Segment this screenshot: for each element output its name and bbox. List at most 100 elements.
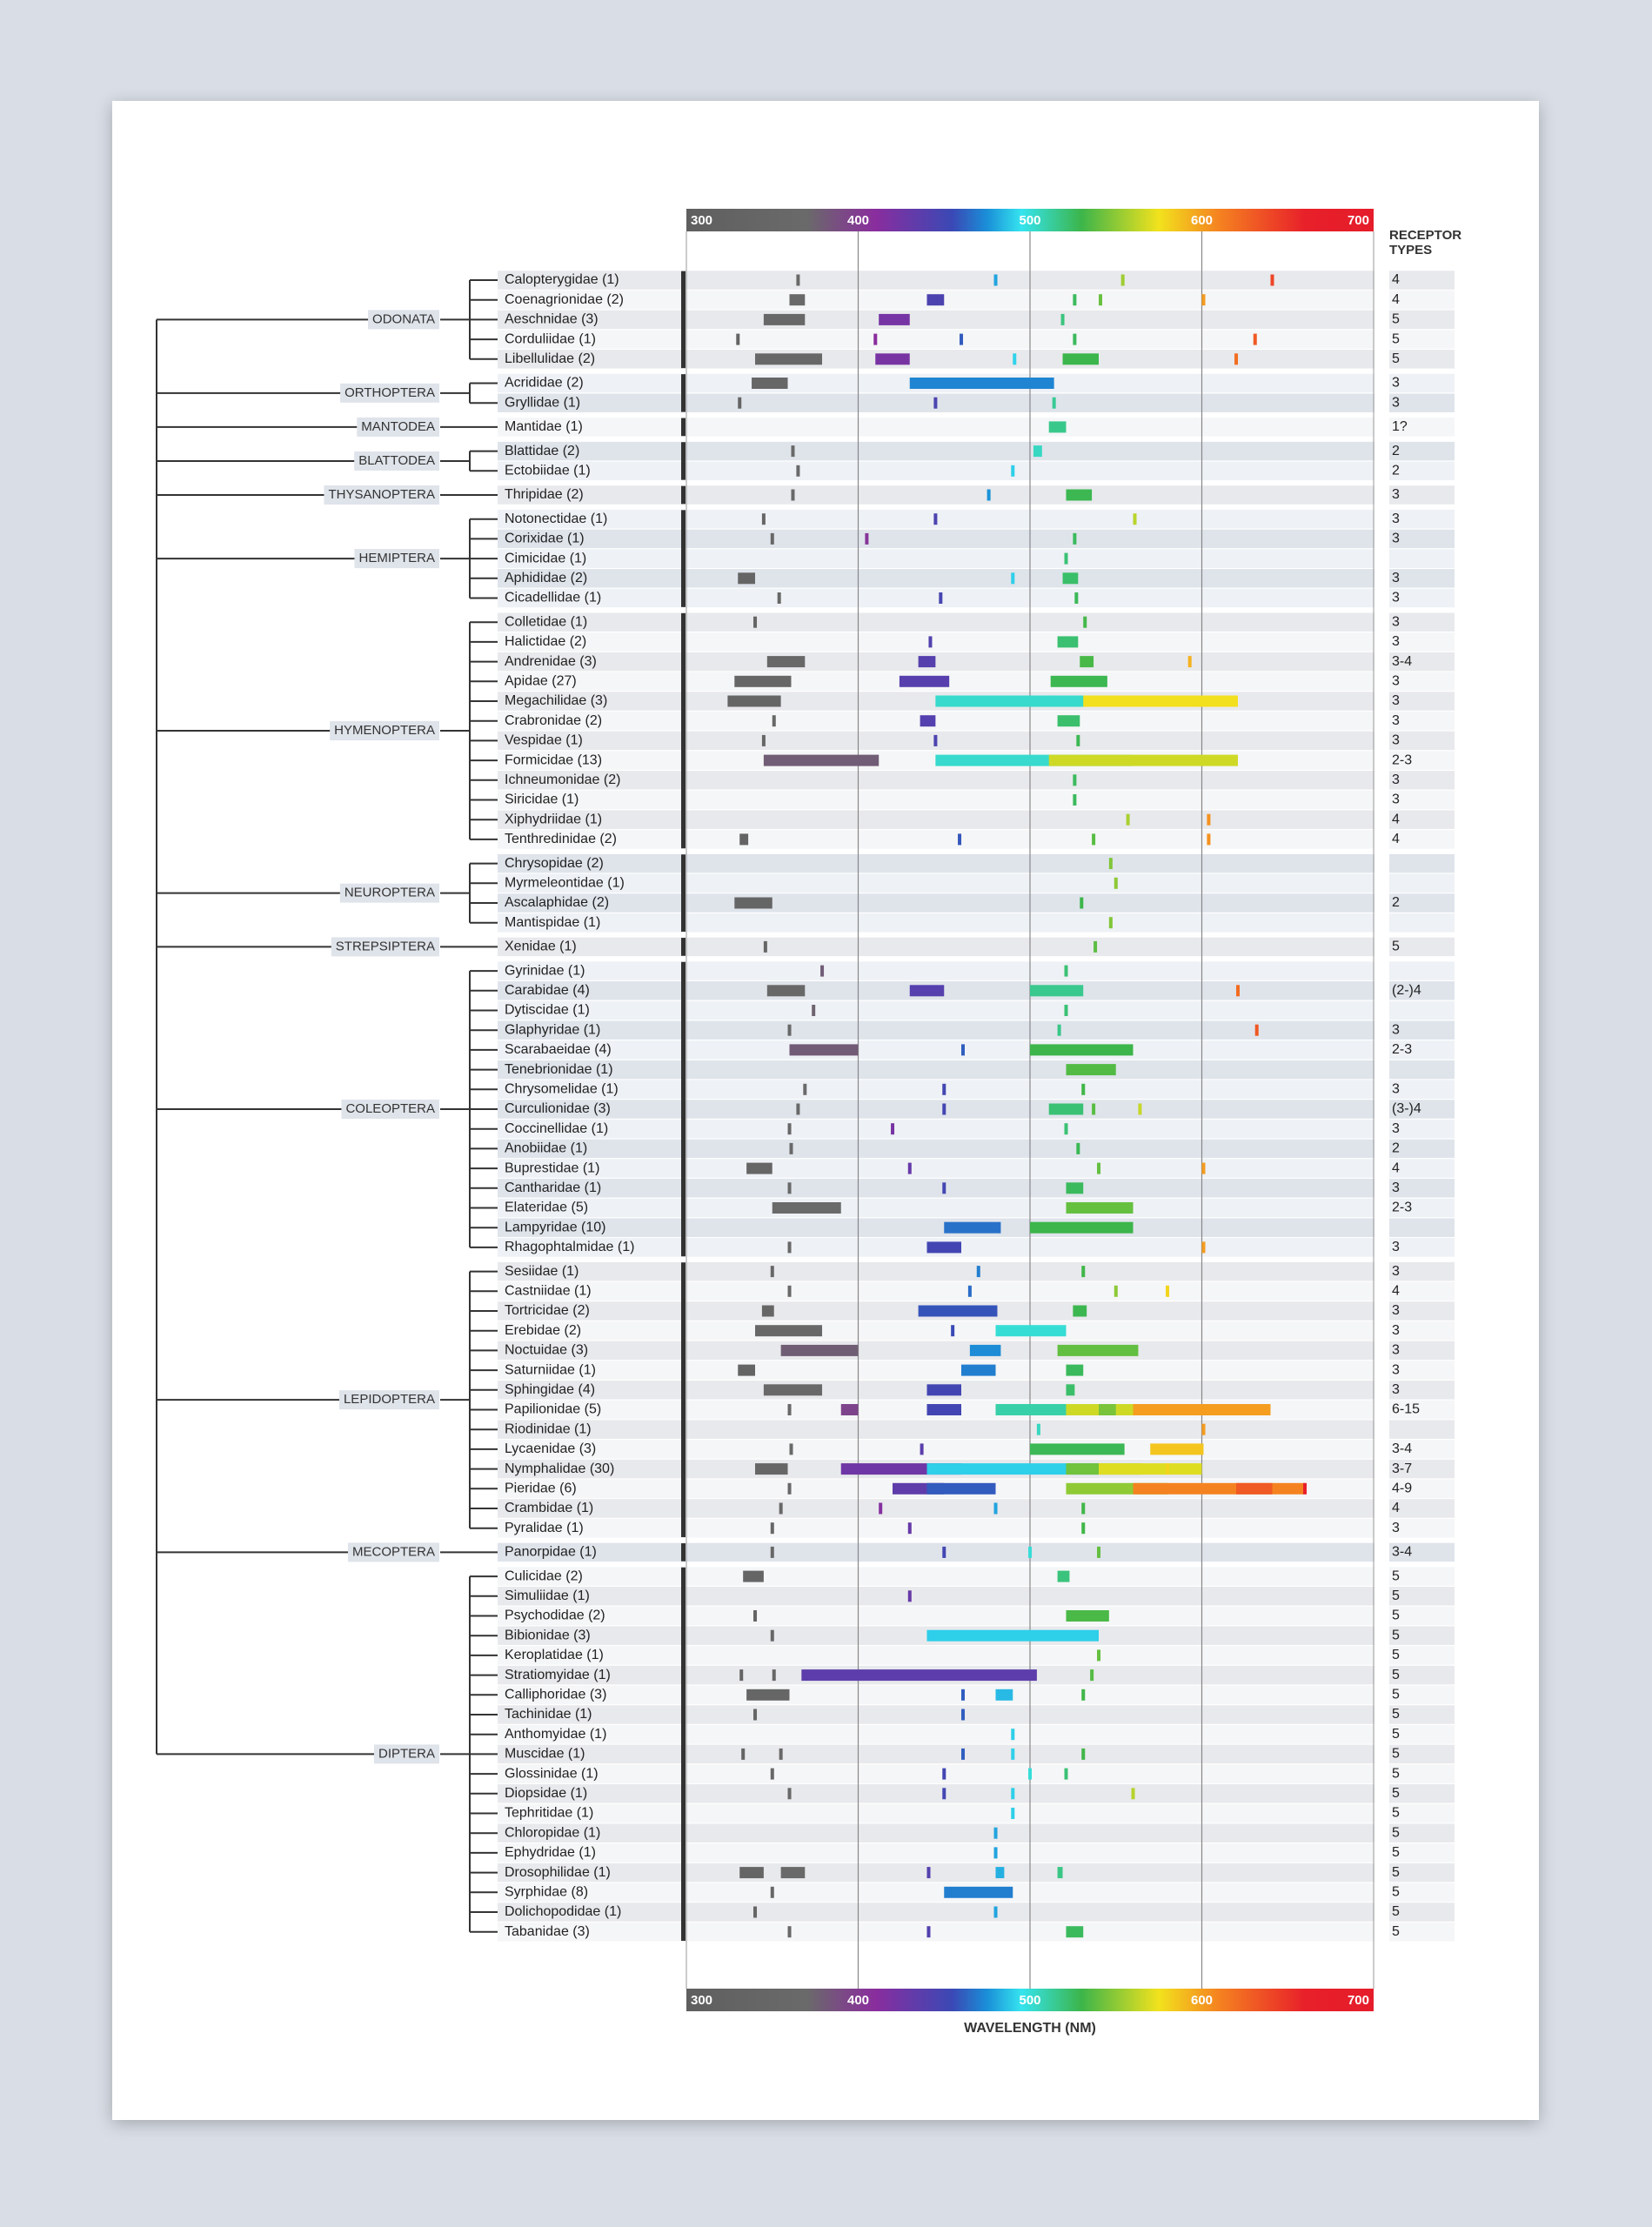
receptor-count: 5 [1392, 1668, 1400, 1682]
receptor-count: 5 [1392, 1825, 1400, 1840]
receptor-bar [739, 833, 749, 846]
receptor-stripe [1389, 1301, 1455, 1321]
receptor-count: 3 [1392, 1240, 1400, 1254]
receptor-bar [879, 1502, 883, 1515]
receptor-bar [1062, 572, 1079, 585]
receptor-stripe [1389, 1883, 1455, 1903]
receptor-stripe [1389, 1705, 1455, 1724]
row-stripe [498, 1261, 1374, 1281]
receptor-bar [1073, 774, 1077, 786]
group-bar [681, 854, 686, 933]
receptor-bar [961, 1689, 965, 1701]
row-stripe [498, 1903, 1374, 1922]
order-label: COLEOPTERA [345, 1101, 435, 1116]
receptor-bar [734, 675, 792, 687]
family-label: Vespidae (1) [505, 733, 583, 748]
receptor-count: 5 [1392, 940, 1400, 954]
receptor-bar [1114, 877, 1118, 889]
row-stripe [498, 853, 1374, 873]
receptor-bar [1028, 1768, 1033, 1780]
receptor-bar [787, 1926, 792, 1938]
family-label: Dolichopodidae (1) [505, 1904, 621, 1919]
group-bar [681, 938, 686, 956]
receptor-stripe [1389, 441, 1455, 461]
receptor-bar [787, 1482, 792, 1495]
receptor-count: 6-15 [1392, 1402, 1420, 1417]
order-label: THYSANOPTERA [328, 487, 435, 502]
receptor-bar [1201, 294, 1206, 306]
receptor-bar [926, 1404, 961, 1415]
receptor-bar [1057, 1867, 1063, 1879]
receptor-count: 4 [1392, 272, 1400, 287]
receptor-stripe [1389, 731, 1455, 751]
receptor-stripe [1389, 1518, 1455, 1538]
order-box [368, 310, 439, 330]
order-box [341, 1100, 439, 1119]
receptor-stripe [1389, 1060, 1455, 1080]
receptor-stripe [1389, 549, 1455, 568]
receptor-bar [1062, 353, 1099, 365]
order-box [373, 1744, 439, 1764]
family-label: Corduliidae (1) [505, 331, 596, 346]
row-stripe [498, 1440, 1374, 1459]
receptor-bar [1081, 1522, 1086, 1535]
receptor-bar [1120, 274, 1125, 286]
receptor-bar [1057, 1344, 1139, 1356]
x-tick-label: 300 [691, 1993, 712, 2008]
receptor-bar [777, 592, 781, 604]
row-stripe [498, 441, 1374, 461]
receptor-count: 4 [1392, 1284, 1400, 1299]
receptor-bar [951, 1325, 955, 1337]
order-box [354, 451, 439, 471]
receptor-bar [1303, 1482, 1308, 1495]
receptor-bar [741, 1748, 746, 1760]
receptor-bar [770, 1546, 774, 1558]
receptor-bar [1090, 1669, 1094, 1682]
row-stripe [498, 1606, 1374, 1626]
receptor-bar [763, 1384, 823, 1396]
receptor-count: 3 [1392, 1303, 1400, 1318]
order-label: HYMENOPTERA [334, 723, 435, 738]
receptor-bar [789, 1443, 793, 1455]
receptor-bar [1057, 715, 1080, 727]
row-stripe [498, 771, 1374, 790]
family-label: Calliphoridae (3) [505, 1688, 606, 1702]
receptor-bar [1066, 489, 1093, 501]
receptor-stripe [1389, 612, 1455, 632]
receptor-count: 4 [1392, 292, 1400, 307]
receptor-bar [987, 489, 991, 501]
receptor-bar [944, 1886, 1013, 1898]
receptor-stripe [1389, 1626, 1455, 1645]
receptor-count: 5 [1392, 1924, 1400, 1939]
receptor-count: 3 [1392, 1362, 1400, 1377]
receptor-bar [926, 1384, 961, 1396]
receptor-bar [926, 1241, 961, 1254]
receptor-count: 3 [1392, 532, 1400, 546]
receptor-stripe [1389, 1823, 1455, 1842]
receptor-stripe [1389, 1179, 1455, 1198]
receptor-bar [770, 532, 774, 545]
receptor-bar [1052, 397, 1056, 409]
receptor-bar [1073, 1305, 1087, 1317]
row-stripe [498, 1542, 1374, 1562]
row-stripe [498, 1784, 1374, 1803]
receptor-count: 5 [1392, 1747, 1400, 1762]
receptor-count: 3 [1392, 1082, 1400, 1097]
row-stripe [498, 1119, 1374, 1139]
receptor-stripe [1389, 1261, 1455, 1281]
family-label: Cantharidae (1) [505, 1180, 601, 1195]
row-stripe [498, 310, 1374, 330]
family-label: Calopterygidae (1) [505, 272, 619, 287]
family-label: Ephydridae (1) [505, 1845, 596, 1860]
family-label: Ascalaphidae (2) [505, 895, 609, 910]
receptor-bar [1201, 1241, 1206, 1254]
receptor-count: 3 [1392, 1022, 1400, 1037]
family-label: Glaphyridae (1) [505, 1022, 600, 1037]
receptor-count: 2-3 [1392, 752, 1412, 767]
receptor-count: 3-4 [1392, 654, 1412, 669]
receptor-count: 3-4 [1392, 1441, 1412, 1456]
receptor-bar [766, 656, 806, 668]
receptor-bar [1066, 1384, 1075, 1396]
